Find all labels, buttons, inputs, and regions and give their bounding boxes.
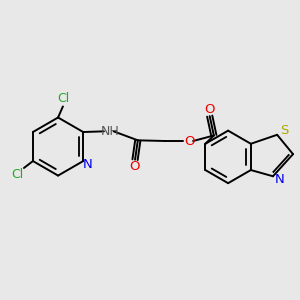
Text: Cl: Cl	[12, 168, 24, 181]
Text: S: S	[280, 124, 289, 137]
Text: Cl: Cl	[58, 92, 70, 105]
Text: NH: NH	[101, 125, 119, 138]
Text: N: N	[82, 158, 92, 171]
Text: O: O	[129, 160, 140, 173]
Text: O: O	[204, 103, 214, 116]
Text: O: O	[184, 134, 195, 148]
Text: N: N	[275, 172, 285, 185]
